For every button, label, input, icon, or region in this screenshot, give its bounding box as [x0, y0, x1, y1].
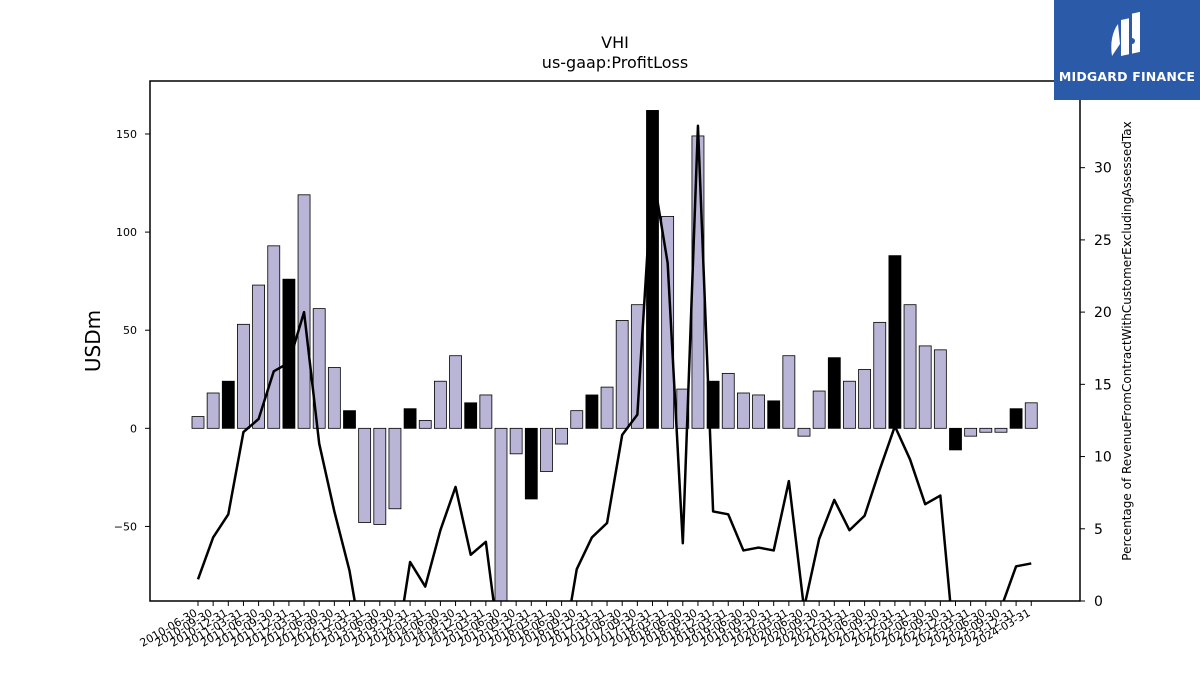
- x-axis: 2010-06-302010-09-302010-12-312011-03-31…: [138, 601, 1033, 650]
- bar-2013-03-31: [358, 427, 372, 523]
- y2-tick-label: 30: [1094, 161, 1112, 177]
- bar-2021-03-31: [843, 380, 856, 429]
- bar-2021-09-30: [873, 321, 887, 429]
- line-series: [196, 124, 1032, 601]
- bar-2011-09-30: [267, 245, 281, 429]
- y2-axis-label: Percentage of RevenueFromContractWithCus…: [1120, 121, 1134, 560]
- bar-2010-06-30: [191, 416, 205, 429]
- bar-2018-09-30: [691, 135, 705, 429]
- bar-2022-12-31: [949, 427, 962, 451]
- bar-2016-09-30: [570, 410, 584, 429]
- bar-2011-03-31: [237, 323, 250, 429]
- chart-title: VHI: [601, 33, 629, 52]
- y-tick-label: 0: [130, 422, 137, 435]
- bar-2019-09-30: [752, 394, 765, 429]
- y2-tick-label: 0: [1094, 594, 1103, 610]
- bar-2011-12-31: [282, 278, 296, 429]
- bar-2019-06-30: [737, 392, 750, 429]
- y2-tick-label: 15: [1094, 377, 1112, 393]
- y2-tick-label: 5: [1094, 522, 1103, 538]
- bar-2017-03-31: [600, 386, 614, 429]
- bar-2023-06-30: [979, 427, 993, 433]
- bar-2013-12-31: [403, 408, 417, 429]
- bar-2010-12-31: [221, 380, 235, 429]
- bar-2017-09-30: [630, 304, 644, 429]
- bar-2022-09-30: [933, 349, 947, 429]
- bar-2023-12-31: [1009, 408, 1023, 429]
- y2-tick-label: 10: [1094, 450, 1112, 466]
- bar-2020-09-30: [812, 390, 826, 429]
- bar-2013-06-30: [373, 427, 387, 525]
- bar-2015-12-31: [524, 427, 538, 500]
- y-tick-label: 100: [116, 226, 137, 239]
- bar-2023-03-31: [964, 427, 978, 437]
- bar-2016-12-31: [585, 394, 599, 429]
- bar-2016-03-31: [540, 427, 553, 472]
- bar-2014-03-31: [418, 420, 432, 429]
- bar-2017-12-31: [646, 110, 659, 429]
- bar-2012-09-30: [327, 367, 341, 429]
- bar-2014-12-31: [464, 402, 478, 429]
- bar-2010-09-30: [206, 392, 220, 429]
- brand-mark-icon: [1111, 11, 1140, 56]
- bar-2022-03-31: [903, 304, 917, 429]
- bar-2016-06-30: [555, 427, 568, 445]
- plot-frame: [149, 80, 1081, 602]
- chart-subtitle: us-gaap:ProfitLoss: [542, 53, 688, 72]
- bar-2015-09-30: [509, 427, 523, 455]
- bar-2020-03-31: [782, 355, 796, 429]
- y-tick-label: 50: [123, 324, 137, 337]
- y2-tick-label: 20: [1094, 305, 1112, 321]
- bar-2017-06-30: [615, 319, 629, 429]
- bar-2014-09-30: [449, 355, 462, 429]
- bar-2020-06-30: [797, 427, 811, 437]
- bar-2012-12-31: [343, 410, 356, 429]
- bar-2021-12-31: [888, 255, 902, 429]
- brand-logo: MIDGARD FINANCE: [1054, 0, 1200, 100]
- y-axis-left: −50 0 50 100 150: [114, 128, 150, 533]
- y-axis-right: 0 5 10 15 20 25 30: [1080, 161, 1112, 610]
- bar-2021-06-30: [858, 369, 871, 429]
- bar-2019-12-31: [767, 400, 781, 429]
- bar-2011-06-30: [252, 284, 266, 429]
- bar-2015-06-30: [494, 427, 508, 602]
- bar-2015-03-31: [479, 394, 493, 429]
- logo-text: MIDGARD FINANCE: [1058, 69, 1196, 84]
- ratio-line: [196, 124, 1032, 601]
- y-tick-label: 150: [116, 128, 137, 141]
- bar-2024-03-31: [1024, 402, 1038, 429]
- bar-2012-06-30: [312, 308, 326, 429]
- bar-2014-06-30: [433, 380, 447, 429]
- y-axis-label: USDm: [81, 310, 105, 372]
- bar-2020-12-31: [827, 357, 841, 429]
- y-tick-label: −50: [114, 520, 137, 533]
- y2-tick-label: 25: [1094, 233, 1112, 249]
- bar-2022-06-30: [918, 345, 932, 429]
- bars: [191, 110, 1038, 602]
- bar-2013-09-30: [388, 427, 402, 510]
- bar-2019-03-31: [721, 372, 735, 429]
- bar-2023-09-30: [994, 427, 1008, 433]
- bar-2018-03-31: [661, 215, 675, 429]
